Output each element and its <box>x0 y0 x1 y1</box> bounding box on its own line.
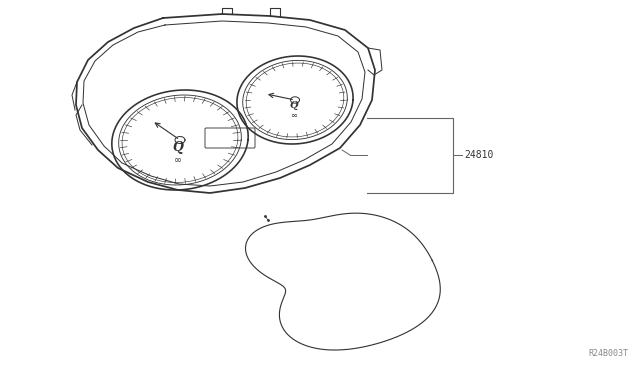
Text: Q: Q <box>173 141 184 154</box>
Text: ∞: ∞ <box>174 155 182 165</box>
FancyBboxPatch shape <box>205 128 255 148</box>
Text: R24B003T: R24B003T <box>588 349 628 358</box>
Text: ∞: ∞ <box>291 110 298 119</box>
Text: Q: Q <box>290 102 298 110</box>
Text: 24810: 24810 <box>464 150 493 160</box>
